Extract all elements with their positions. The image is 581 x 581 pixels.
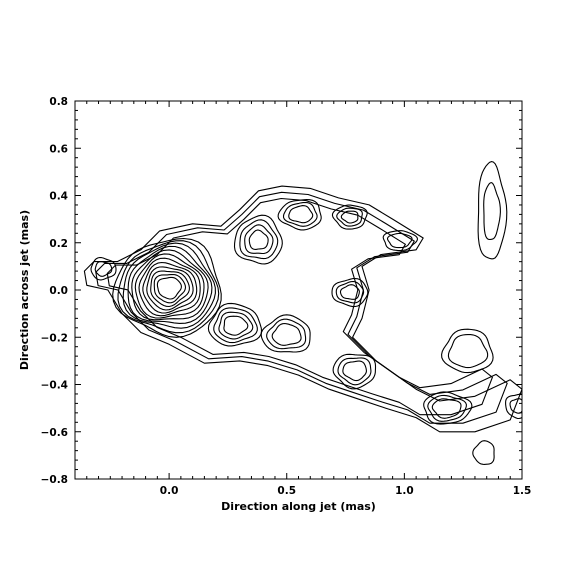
component-contour (112, 237, 222, 338)
component-contour (342, 360, 367, 382)
component-contour (223, 315, 249, 336)
component-contour (127, 245, 213, 324)
component-contour (207, 302, 263, 347)
y-axis-label: Direction across jet (mas) (18, 210, 31, 370)
component-contour (472, 440, 495, 465)
component-contour (331, 277, 369, 308)
component-contour (266, 318, 307, 350)
component-contour (431, 398, 462, 419)
component-contour (282, 201, 318, 227)
envelope-contour (83, 185, 522, 433)
component-contour (505, 393, 522, 420)
component-contour (213, 307, 258, 344)
y-tick-label: 0.2 (49, 238, 68, 250)
component-contour (447, 334, 489, 369)
component-contour (244, 224, 274, 255)
component-contour (122, 242, 216, 329)
component-contour (277, 199, 322, 231)
component-contour (332, 353, 377, 390)
component-contour (239, 219, 279, 260)
component-contour (218, 311, 254, 340)
y-tick-label: 0.8 (49, 96, 68, 108)
component-contour (288, 205, 314, 224)
y-tick-label: −0.8 (41, 474, 68, 486)
component-contour (134, 253, 205, 319)
envelope-contour (106, 197, 493, 416)
component-contour (131, 249, 209, 321)
y-tick-label: −0.2 (41, 332, 68, 344)
y-tick-label: 0.0 (49, 285, 68, 297)
component-contour (336, 207, 363, 227)
x-tick-label: 1.0 (395, 485, 414, 497)
component-contour (248, 229, 269, 250)
component-contour (335, 280, 365, 304)
component-contour (233, 214, 283, 265)
component-contour (94, 261, 113, 277)
y-tick-label: −0.6 (41, 427, 68, 439)
component-contour (156, 276, 182, 300)
x-tick-label: 0.0 (160, 485, 179, 497)
contour-lines (83, 161, 522, 465)
component-contour (90, 256, 117, 281)
component-contour (138, 257, 201, 317)
component-contour (483, 182, 501, 241)
component-contour (427, 394, 467, 422)
x-tick-label: 1.5 (513, 485, 532, 497)
component-contour (117, 240, 220, 334)
axis-ticks: 0.0 0.5 1.0 1.5 0.8 0.6 0.4 0.2 0.0 −0.2 −0.4 −0.6 −… (41, 96, 532, 497)
component-contour (153, 273, 187, 304)
component-contour (477, 161, 508, 260)
component-contour (271, 322, 302, 346)
component-contour (339, 284, 360, 300)
plot-frame (74, 100, 523, 480)
component-contour (382, 230, 419, 252)
component-contour (386, 232, 413, 249)
component-contour (260, 314, 311, 353)
component-contour (337, 357, 372, 386)
x-tick-label: 0.5 (277, 485, 296, 497)
component-contour (423, 391, 473, 425)
component-contour (509, 398, 522, 414)
y-tick-label: 0.6 (49, 143, 68, 155)
component-contour (150, 270, 190, 308)
x-axis-label: Direction along jet (mas) (221, 500, 376, 513)
component-contour (340, 210, 359, 224)
component-contour (142, 261, 198, 314)
component-contour (146, 266, 194, 311)
y-tick-label: −0.4 (41, 380, 68, 392)
envelope-contour (95, 191, 508, 424)
y-tick-label: 0.4 (49, 191, 68, 203)
component-contour (441, 328, 494, 374)
component-contour (331, 204, 368, 230)
